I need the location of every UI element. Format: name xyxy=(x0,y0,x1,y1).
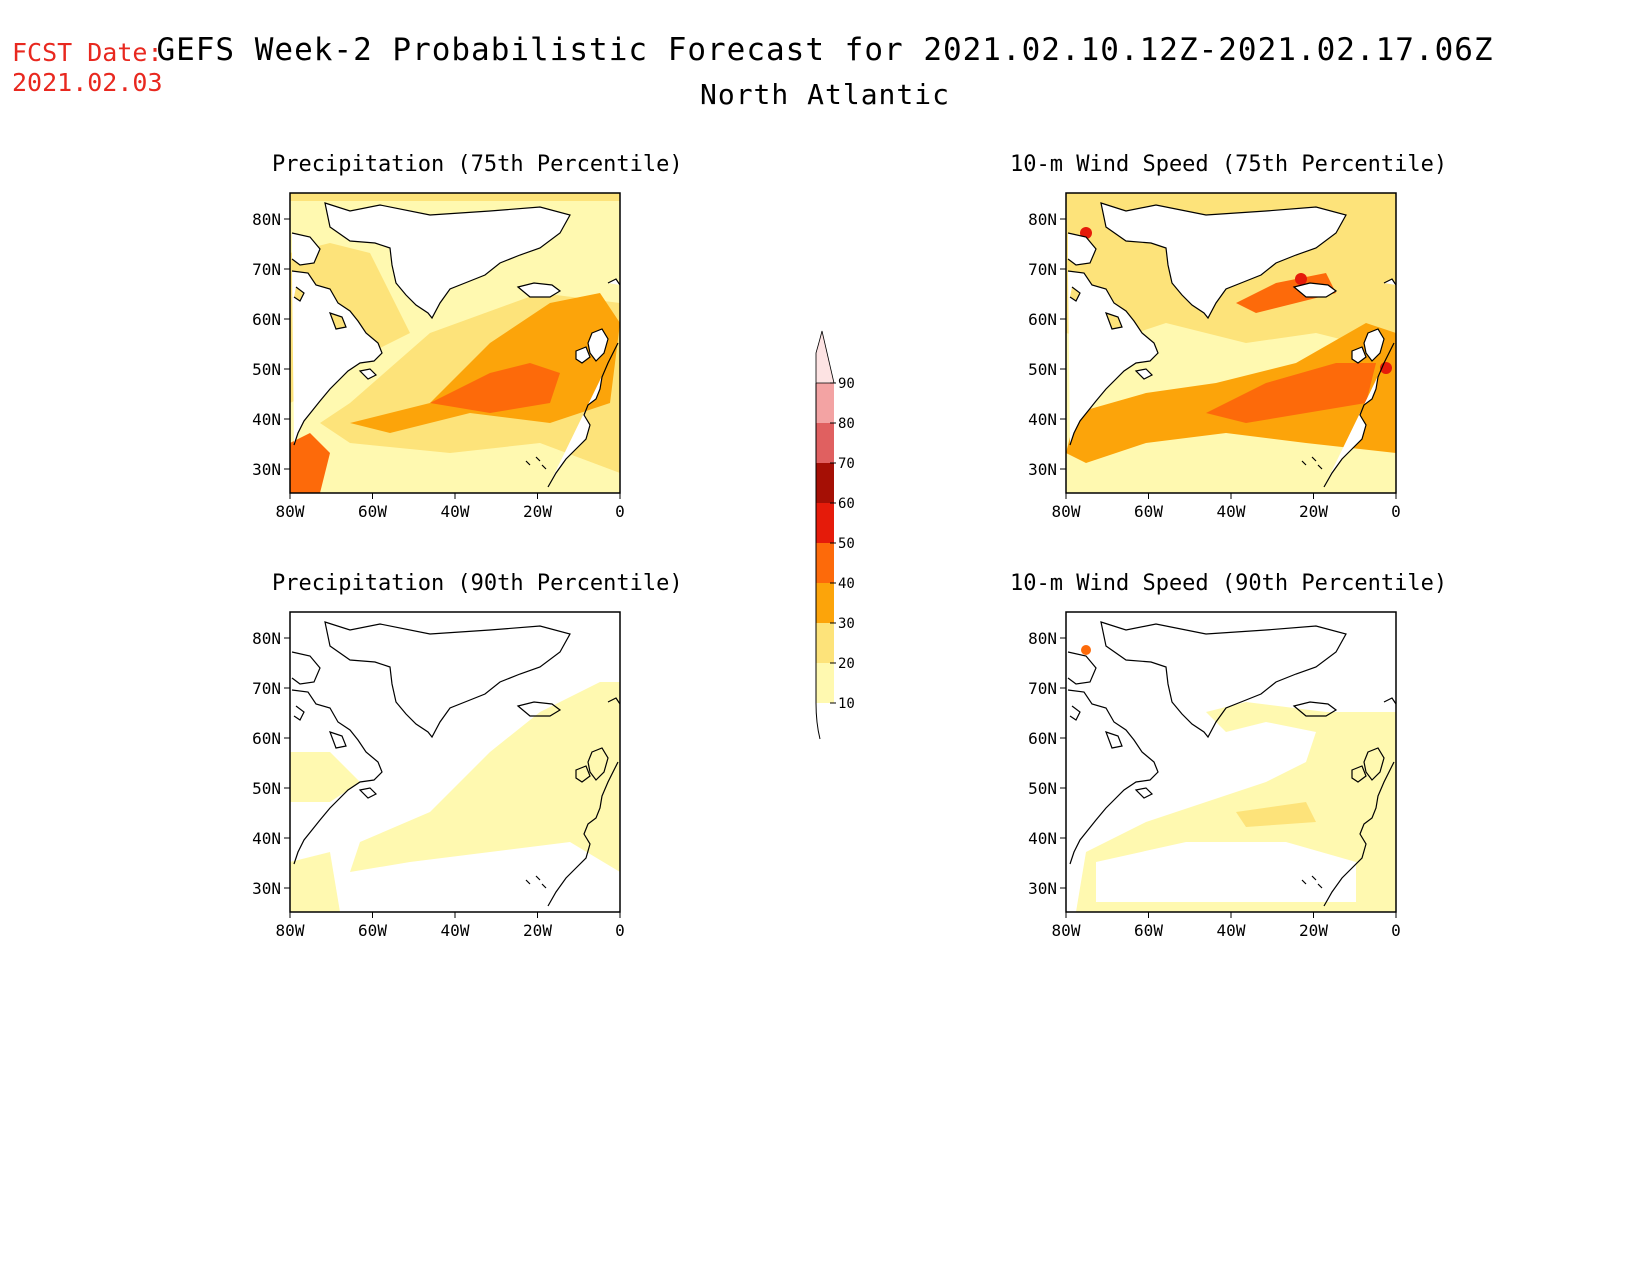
lon-tick-label: 80W xyxy=(276,921,305,940)
lat-tick-label: 30N xyxy=(1028,879,1057,898)
colorbar-label: 10 xyxy=(838,696,855,712)
lon-tick-label: 40W xyxy=(1217,921,1246,940)
region-subtitle: North Atlantic xyxy=(699,78,950,111)
map-panel-wind75: 80W 60W 40W 20W 0 80N 70N 60N 50N 40N 30N xyxy=(1028,192,1401,521)
prob-10-20-area xyxy=(290,752,360,802)
lon-tick-label: 80W xyxy=(1052,502,1081,521)
lon-tick-label: 60W xyxy=(358,921,387,940)
axis-ticks: 80W 60W 40W 20W 0 80N 70N 60N 50N 40N 30N xyxy=(1028,210,1401,521)
lon-tick-label: 20W xyxy=(1299,921,1328,940)
lat-tick-label: 60N xyxy=(252,729,281,748)
colorbar-segment xyxy=(816,543,834,583)
lon-tick-label: 0 xyxy=(1391,502,1401,521)
colorbar-bottom-cap xyxy=(815,702,821,740)
prob-10-20-area xyxy=(290,852,340,912)
axis-ticks: 80W 60W 40W 20W 0 80N 70N 60N 50N 40N 30N xyxy=(1028,629,1401,940)
lat-tick-label: 80N xyxy=(252,210,281,229)
lat-tick-label: 60N xyxy=(1028,310,1057,329)
page-title: GEFS Week-2 Probabilistic Forecast for 2… xyxy=(156,32,1494,68)
colorbar-segment xyxy=(816,583,834,623)
colorbar-label: 90 xyxy=(838,376,855,392)
lat-tick-label: 80N xyxy=(252,629,281,648)
panel-title-wind90: 10-m Wind Speed (90th Percentile) xyxy=(1010,571,1448,596)
lat-tick-label: 50N xyxy=(252,360,281,379)
prob-30-40-area xyxy=(1066,323,1396,463)
lon-tick-label: 0 xyxy=(615,921,625,940)
lon-tick-label: 40W xyxy=(1217,502,1246,521)
lat-tick-label: 60N xyxy=(1028,729,1057,748)
prob-50-60-spot xyxy=(1295,273,1307,285)
low-prob-area xyxy=(1096,842,1356,902)
colorbar-segment xyxy=(816,623,834,663)
colorbar-label: 70 xyxy=(838,456,855,472)
map-panel-precip90: 80W 60W 40W 20W 0 80N 70N 60N 50N 40N 30N xyxy=(252,611,625,940)
lat-tick-label: 40N xyxy=(1028,410,1057,429)
lat-tick-label: 50N xyxy=(252,779,281,798)
forecast-date-value: 2021.02.03 xyxy=(12,68,163,97)
lat-tick-label: 70N xyxy=(252,260,281,279)
lat-tick-label: 40N xyxy=(252,410,281,429)
lon-tick-label: 60W xyxy=(1134,502,1163,521)
lat-tick-label: 70N xyxy=(252,679,281,698)
lat-tick-label: 30N xyxy=(1028,460,1057,479)
lat-tick-label: 30N xyxy=(252,460,281,479)
colorbar-label: 80 xyxy=(838,416,855,432)
lat-tick-label: 70N xyxy=(1028,260,1057,279)
lon-tick-label: 0 xyxy=(615,502,625,521)
lat-tick-label: 40N xyxy=(252,829,281,848)
lon-tick-label: 0 xyxy=(1391,921,1401,940)
colorbar-segment xyxy=(816,423,834,463)
colorbar: 10 20 30 40 50 60 70 80 90 xyxy=(815,330,855,740)
panel-title-wind75: 10-m Wind Speed (75th Percentile) xyxy=(1010,152,1448,177)
prob-10-20-area xyxy=(350,682,620,872)
colorbar-segment xyxy=(816,663,834,703)
lat-tick-label: 50N xyxy=(1028,779,1057,798)
lat-tick-label: 40N xyxy=(1028,829,1057,848)
lon-tick-label: 60W xyxy=(1134,921,1163,940)
lat-tick-label: 80N xyxy=(1028,629,1057,648)
lat-tick-label: 80N xyxy=(1028,210,1057,229)
lon-tick-label: 80W xyxy=(276,502,305,521)
prob-20-30-area xyxy=(290,193,620,201)
forecast-date-label: FCST Date: xyxy=(12,38,163,67)
lat-tick-label: 60N xyxy=(252,310,281,329)
lat-tick-label: 50N xyxy=(1028,360,1057,379)
colorbar-label: 50 xyxy=(838,536,855,552)
colorbar-segment xyxy=(816,463,834,503)
colorbar-label: 20 xyxy=(838,656,855,672)
map-panel-wind90: 80W 60W 40W 20W 0 80N 70N 60N 50N 40N 30N xyxy=(1028,611,1401,940)
prob-40-50-area xyxy=(1206,363,1376,423)
prob-40-50-spot xyxy=(1081,645,1091,655)
forecast-date-block: FCST Date: 2021.02.03 xyxy=(12,38,163,98)
lon-tick-label: 20W xyxy=(523,921,552,940)
lon-tick-label: 20W xyxy=(1299,502,1328,521)
lon-tick-label: 60W xyxy=(358,502,387,521)
panel-title-precip90: Precipitation (90th Percentile) xyxy=(272,571,683,596)
panel-title-precip75: Precipitation (75th Percentile) xyxy=(272,152,683,177)
prob-40-50-area xyxy=(430,363,560,413)
colorbar-segment xyxy=(816,503,834,543)
lat-tick-label: 70N xyxy=(1028,679,1057,698)
lon-tick-label: 40W xyxy=(441,502,470,521)
colorbar-label: 40 xyxy=(838,576,855,592)
axis-ticks: 80W 60W 40W 20W 0 80N 70N 60N 50N 40N 30N xyxy=(252,629,625,940)
prob-40-50-area xyxy=(290,433,330,493)
colorbar-label: 30 xyxy=(838,616,855,632)
lat-tick-label: 30N xyxy=(252,879,281,898)
map-panel-precip75: 80W 60W 40W 20W 0 80N 70N 60N 50N 40N 30N xyxy=(252,192,625,521)
lon-tick-label: 40W xyxy=(441,921,470,940)
colorbar-segment xyxy=(816,383,834,423)
colorbar-top-cap xyxy=(815,330,835,384)
prob-20-30-area xyxy=(1236,802,1316,827)
colorbar-label: 60 xyxy=(838,496,855,512)
lon-tick-label: 80W xyxy=(1052,921,1081,940)
lon-tick-label: 20W xyxy=(523,502,552,521)
axis-ticks: 80W 60W 40W 20W 0 80N 70N 60N 50N 40N 30N xyxy=(252,210,625,521)
prob-30-40-area xyxy=(350,293,620,433)
